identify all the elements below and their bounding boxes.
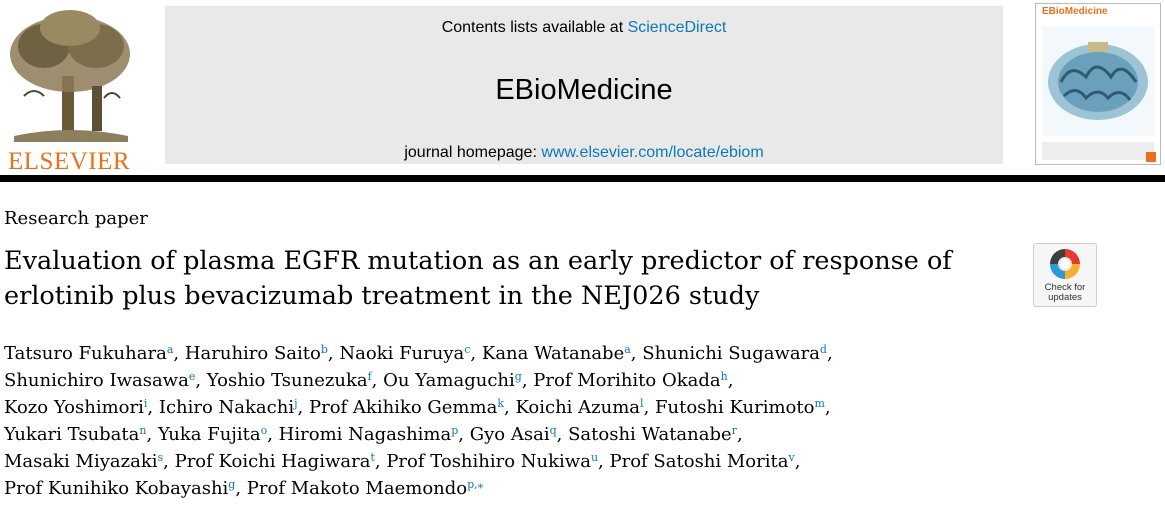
- author-name[interactable]: Prof Makoto Maemondo: [246, 478, 468, 499]
- author-name[interactable]: Futoshi Kurimoto: [655, 397, 815, 418]
- elsevier-wordmark: ELSEVIER: [8, 148, 131, 175]
- journal-cover[interactable]: EBioMedicine: [1035, 3, 1161, 165]
- affiliation-marker[interactable]: g: [228, 478, 236, 491]
- affiliation-marker[interactable]: d: [819, 343, 827, 356]
- author-name[interactable]: Prof Koichi Hagiwara: [174, 451, 371, 472]
- homepage-link[interactable]: www.elsevier.com/locate/ebiom: [541, 144, 764, 161]
- author-name[interactable]: Yoshio Tsunezuka: [206, 370, 368, 391]
- affiliation-marker[interactable]: v: [788, 451, 795, 464]
- tree-icon: [10, 10, 130, 142]
- cover-title: EBioMedicine: [1042, 6, 1108, 17]
- affiliation-marker[interactable]: p,⁎: [467, 478, 484, 491]
- author-name[interactable]: Ou Yamaguchi: [383, 370, 515, 391]
- crossmark-line2: updates: [1048, 292, 1082, 303]
- article-title: Evaluation of plasma EGFR mutation as an…: [4, 246, 952, 311]
- article-type: Research paper: [4, 208, 148, 229]
- affiliation-marker[interactable]: m: [814, 397, 825, 410]
- journal-banner: Contents lists available at ScienceDirec…: [165, 6, 1003, 164]
- author-line-2: Shunichiro Iwasawae, Yoshio Tsunezukaf, …: [4, 370, 734, 391]
- affiliation-marker[interactable]: r: [731, 424, 737, 437]
- author-list: Tatsuro Fukuharaa, Haruhiro Saitob, Naok…: [4, 340, 1154, 502]
- author-line-5: Masaki Miyazakis, Prof Koichi Hagiwarat,…: [4, 451, 801, 472]
- homepage-prefix: journal homepage:: [404, 144, 542, 161]
- author-name[interactable]: Prof Morihito Okada: [533, 370, 721, 391]
- author-name[interactable]: Hiromi Nagashima: [278, 424, 452, 445]
- author-name[interactable]: Shunichiro Iwasawa: [4, 370, 189, 391]
- author-name[interactable]: Gyo Asai: [469, 424, 550, 445]
- author-name[interactable]: Yuka Fujita: [157, 424, 261, 445]
- author-line-4: Yukari Tsubatan, Yuka Fujitao, Hiromi Na…: [4, 424, 743, 445]
- author-name[interactable]: Satoshi Watanabe: [568, 424, 732, 445]
- contents-prefix: Contents lists available at: [441, 19, 628, 36]
- author-line-3: Kozo Yoshimorii, Ichiro Nakachij, Prof A…: [4, 397, 831, 418]
- affiliation-marker[interactable]: q: [549, 424, 557, 437]
- affiliation-marker[interactable]: k: [497, 397, 504, 410]
- affiliation-marker[interactable]: b: [320, 343, 328, 356]
- homepage-line: journal homepage: www.elsevier.com/locat…: [165, 144, 1003, 162]
- affiliation-marker[interactable]: o: [260, 424, 268, 437]
- affiliation-marker[interactable]: a: [624, 343, 631, 356]
- sciencedirect-link[interactable]: ScienceDirect: [627, 19, 727, 36]
- author-name[interactable]: Prof Satoshi Morita: [609, 451, 789, 472]
- affiliation-marker[interactable]: j: [294, 397, 298, 410]
- author-name[interactable]: Prof Akihiko Gemma: [308, 397, 498, 418]
- affiliation-marker[interactable]: p: [451, 424, 459, 437]
- author-name[interactable]: Shunichi Sugawara: [642, 343, 820, 364]
- affiliation-marker[interactable]: i: [143, 397, 148, 410]
- author-name[interactable]: Prof Kunihiko Kobayashi: [4, 478, 229, 499]
- affiliation-marker[interactable]: t: [370, 451, 375, 464]
- affiliation-marker[interactable]: g: [514, 370, 522, 383]
- affiliation-marker[interactable]: h: [720, 370, 728, 383]
- header-divider: [0, 175, 1165, 182]
- author-name[interactable]: Yukari Tsubata: [4, 424, 140, 445]
- author-name[interactable]: Haruhiro Saito: [184, 343, 321, 364]
- journal-header: ELSEVIER Contents lists available at Sci…: [0, 0, 1165, 176]
- author-name[interactable]: Kozo Yoshimori: [4, 397, 144, 418]
- contents-line: Contents lists available at ScienceDirec…: [165, 19, 1003, 37]
- check-for-updates-button[interactable]: Check for updates: [1033, 243, 1097, 307]
- affiliation-marker[interactable]: e: [188, 370, 196, 383]
- affiliation-marker[interactable]: u: [590, 451, 599, 464]
- author-name[interactable]: Ichiro Nakachi: [158, 397, 295, 418]
- crossmark-icon: [1050, 249, 1080, 279]
- affiliation-marker[interactable]: c: [464, 343, 471, 356]
- author-name[interactable]: Masaki Miyazaki: [4, 451, 158, 472]
- author-line-6: Prof Kunihiko Kobayashig, Prof Makoto Ma…: [4, 478, 484, 499]
- affiliation-marker[interactable]: a: [166, 343, 174, 356]
- affiliation-marker[interactable]: f: [367, 370, 372, 383]
- crossmark-line1: Check for: [1044, 282, 1086, 293]
- author-line-1: Tatsuro Fukuharaa, Haruhiro Saitob, Naok…: [4, 343, 833, 364]
- cover-brain-illustration: [1042, 26, 1156, 162]
- affiliation-marker[interactable]: s: [157, 451, 164, 464]
- journal-name[interactable]: EBioMedicine: [495, 74, 673, 106]
- author-name[interactable]: Koichi Azuma: [515, 397, 641, 418]
- author-name[interactable]: Naoki Furuya: [339, 343, 465, 364]
- affiliation-marker[interactable]: l: [640, 397, 644, 410]
- crossmark-label: Check for updates: [1034, 283, 1096, 303]
- elsevier-logo[interactable]: ELSEVIER: [4, 6, 138, 175]
- author-name[interactable]: Prof Toshihiro Nukiwa: [386, 451, 591, 472]
- affiliation-marker[interactable]: n: [139, 424, 147, 437]
- author-name[interactable]: Tatsuro Fukuhara: [4, 343, 167, 364]
- author-name[interactable]: Kana Watanabe: [481, 343, 625, 364]
